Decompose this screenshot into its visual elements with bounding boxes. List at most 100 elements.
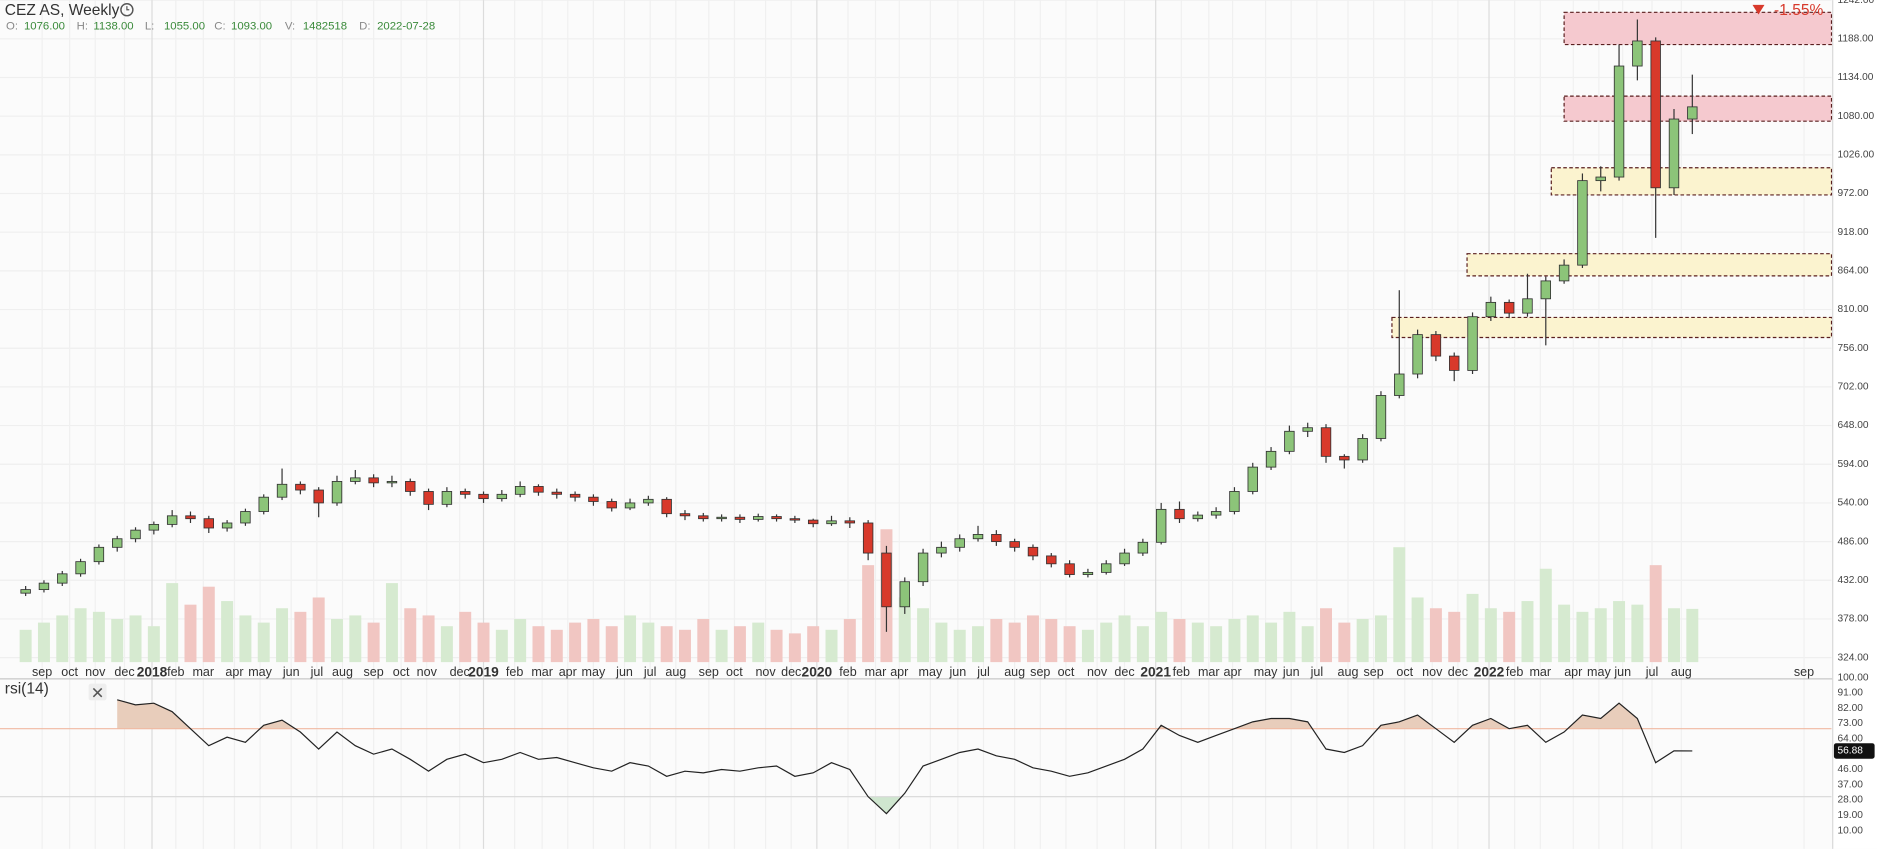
candle-body (1174, 508, 1185, 520)
volume-bar (697, 619, 710, 663)
x-tick-label: jun (1282, 665, 1300, 679)
volume-bar (1411, 597, 1424, 663)
candle-body (405, 481, 416, 492)
volume-bar (1558, 604, 1571, 663)
volume-bar (1484, 608, 1497, 663)
y-tick-label: 864.00 (1837, 266, 1868, 277)
x-tick-label: may (1587, 665, 1611, 679)
candle-body (514, 486, 526, 495)
candle-body (1577, 180, 1588, 266)
volume-bar (953, 629, 966, 663)
x-tick-label: dec (781, 665, 801, 679)
volume-bar (898, 597, 911, 663)
volume-bar (239, 615, 252, 663)
x-tick-label: nov (1087, 665, 1108, 679)
candle-body (221, 522, 233, 529)
candle-body (1522, 298, 1533, 314)
candle-body (679, 513, 691, 517)
rsi-tick-label: 91.00 (1837, 688, 1863, 699)
candle-body (917, 552, 929, 583)
candle-body (1430, 334, 1442, 357)
candle-body (1302, 427, 1313, 432)
x-tick-label: mar (865, 665, 887, 679)
candle-body (57, 573, 68, 584)
x-tick-label: 2020 (802, 665, 833, 680)
x-tick-label: jun (282, 665, 300, 679)
volume-bar (19, 629, 32, 663)
volume-bar (1063, 626, 1076, 663)
x-tick-label: may (1254, 665, 1278, 679)
y-tick-label: 432.00 (1837, 575, 1868, 586)
rsi-panel (0, 699, 1832, 815)
volume-bar (807, 626, 820, 663)
field-value: 2022-07-28 (377, 20, 435, 32)
candle-body (698, 515, 709, 520)
volume-bar (862, 565, 875, 663)
y-tick-label: 594.00 (1837, 459, 1868, 470)
candle-body (1558, 264, 1570, 282)
volume-bar (1228, 619, 1241, 663)
x-tick-label: feb (506, 665, 523, 679)
candle-body (1595, 176, 1606, 182)
candle-body (258, 496, 269, 512)
volume-bar (843, 619, 856, 663)
overbought-fill (117, 699, 1642, 729)
volume-bar (1100, 622, 1113, 663)
x-tick-label: sep (1364, 665, 1384, 679)
candle-body (130, 529, 141, 540)
volume-bar (605, 626, 618, 663)
candle-body (862, 522, 874, 554)
clock-icon (120, 3, 134, 17)
x-tick-label: mar (531, 665, 553, 679)
volume-bar (788, 633, 801, 663)
candle-body (441, 491, 453, 505)
rsi-tick-label: 10.00 (1837, 825, 1863, 836)
x-tick-label: jul (1645, 665, 1659, 679)
candle-body (1687, 106, 1698, 120)
volume-bar (111, 619, 124, 663)
x-tick-label: sep (364, 665, 384, 679)
candle-body (1265, 450, 1277, 468)
x-tick-label: apr (890, 665, 908, 679)
x-tick-label: mar (192, 665, 214, 679)
x-tick-label: oct (1058, 665, 1075, 679)
field-key: D: (359, 20, 370, 32)
x-tick-label: mar (1529, 665, 1551, 679)
x-tick-label: sep (1030, 665, 1050, 679)
rsi-tick-label: 19.00 (1837, 810, 1863, 821)
candle-body (423, 491, 434, 505)
x-tick-label: feb (839, 665, 856, 679)
rsi-tick-label: 64.00 (1837, 734, 1863, 745)
candle-body (1101, 563, 1112, 573)
x-tick-label: sep (32, 665, 52, 679)
volume-bar (825, 629, 838, 663)
candle-body (112, 538, 123, 548)
candle-body (185, 515, 196, 520)
volume-bar (221, 601, 234, 663)
y-tick-label: 756.00 (1837, 343, 1868, 354)
x-tick-label: dec (450, 665, 470, 679)
volume-bar (1503, 611, 1516, 663)
oversold-fill (868, 796, 902, 814)
candle-body (1229, 491, 1240, 512)
volume-bar (312, 597, 325, 663)
field-value: 1055.00 (164, 20, 205, 32)
volume-bar (642, 622, 655, 663)
candle-body (93, 546, 105, 563)
x-tick-label: feb (167, 665, 184, 679)
labels: O: 1076.00 H: 1138.00 L: 1055.00 C: 1093.00 V: 14… (6, 20, 1814, 679)
y-tick-label: 378.00 (1837, 614, 1868, 625)
rsi-badge (1833, 743, 1875, 759)
candle-body (240, 511, 251, 524)
close-button[interactable] (88, 683, 107, 701)
close-icon[interactable] (92, 687, 103, 698)
candle-body (1046, 555, 1057, 565)
rsi-badge-label: 56.88 (1837, 746, 1863, 757)
rsi-tick-label: 28.00 (1837, 795, 1863, 806)
candle-body (588, 496, 599, 502)
zone (1563, 95, 1833, 122)
volume-bar (1265, 622, 1278, 663)
y-tick-label: 1080.00 (1837, 111, 1874, 122)
volume-bar (1374, 615, 1387, 663)
